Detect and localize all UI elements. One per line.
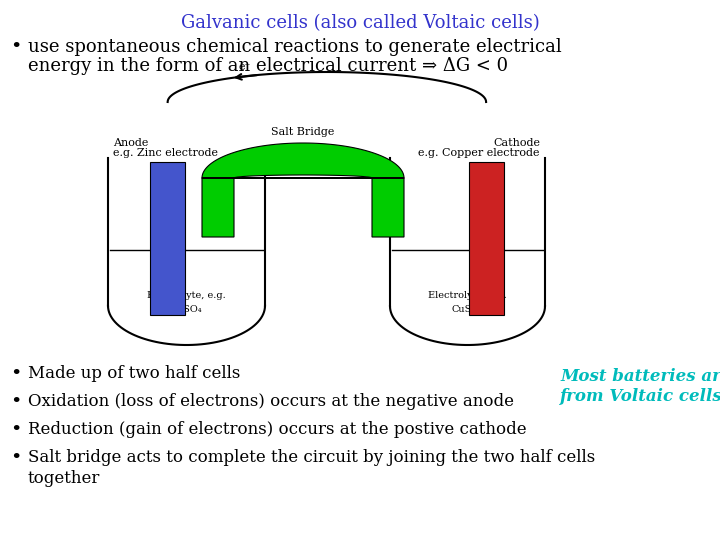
Text: Oxidation (loss of electrons) occurs at the negative anode: Oxidation (loss of electrons) occurs at … (28, 393, 514, 410)
Text: Galvanic cells (also called Voltaic cells): Galvanic cells (also called Voltaic cell… (181, 14, 539, 32)
Text: •: • (10, 421, 22, 439)
Text: e.g. Copper electrode: e.g. Copper electrode (418, 148, 540, 158)
Text: Most batteries are made: Most batteries are made (560, 368, 720, 385)
Text: •: • (10, 393, 22, 411)
Text: Electrolyte, e.g.: Electrolyte, e.g. (428, 291, 507, 300)
Text: together: together (28, 470, 100, 487)
Text: •: • (10, 449, 22, 467)
Text: ZnSO₄: ZnSO₄ (171, 306, 202, 314)
Text: e⁻: e⁻ (239, 62, 251, 72)
Text: from Voltaic cells!: from Voltaic cells! (560, 388, 720, 405)
Text: +: + (481, 204, 492, 217)
Text: Anode: Anode (113, 138, 148, 148)
Text: Reduction (gain of electrons) occurs at the postive cathode: Reduction (gain of electrons) occurs at … (28, 421, 526, 438)
Bar (150, 162, 185, 315)
Polygon shape (202, 143, 404, 237)
Text: energy in the form of an electrical current ⇒ ΔG < 0: energy in the form of an electrical curr… (28, 57, 508, 75)
Text: Electrolyte, e.g.: Electrolyte, e.g. (147, 291, 226, 300)
Text: Salt Bridge: Salt Bridge (271, 127, 335, 137)
Text: −: − (163, 204, 173, 217)
Text: •: • (10, 365, 22, 383)
Text: e.g. Zinc electrode: e.g. Zinc electrode (113, 148, 218, 158)
Bar (469, 162, 503, 315)
Text: Made up of two half cells: Made up of two half cells (28, 365, 240, 382)
Text: use spontaneous chemical reactions to generate electrical: use spontaneous chemical reactions to ge… (28, 38, 562, 56)
Text: CuSO₄: CuSO₄ (451, 306, 484, 314)
Text: Salt bridge acts to complete the circuit by joining the two half cells: Salt bridge acts to complete the circuit… (28, 449, 595, 466)
Text: Cathode: Cathode (493, 138, 540, 148)
Text: •: • (10, 38, 22, 56)
